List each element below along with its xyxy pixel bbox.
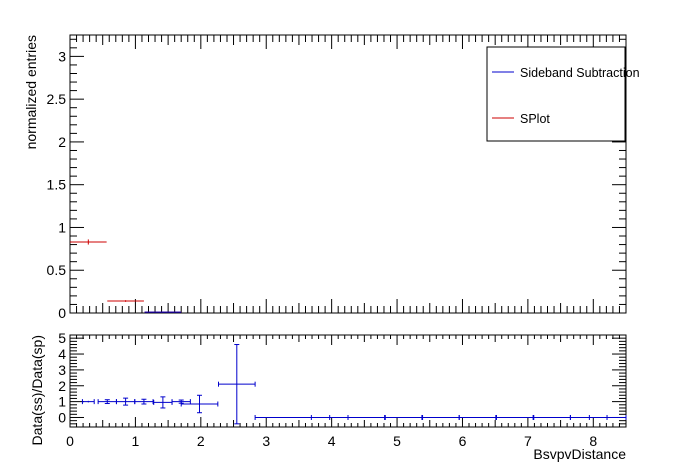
ratio-x-tick-label: 8 [589,433,597,449]
ratio-data-point [153,396,173,409]
ratio-data-point [115,397,136,406]
ratio-y-axis-label: Data(ss)/Data(sp) [29,335,45,445]
main-y-tick-label: 1.5 [47,177,67,193]
ratio-data-point [588,414,627,420]
ratio-data-point [97,399,117,405]
ratio-data-point [180,394,219,414]
main-data-point [144,311,182,313]
ratio-x-tick-label: 4 [328,433,336,449]
ratio-x-tick-label: 1 [132,433,140,449]
legend-box [486,46,626,142]
main-y-tick-label: 3 [58,48,66,64]
main-y-tick-label: 2 [58,134,66,150]
main-y-tick-label: 1 [58,219,66,235]
ratio-y-tick-label: 5 [58,330,66,346]
ratio-x-axis-label: BsvpvDistance [533,446,626,462]
legend-label: SPlot [520,112,550,126]
ratio-y-tick-label: 2 [58,378,66,394]
ratio-x-tick-label: 3 [262,433,270,449]
ratio-data-point [384,414,423,420]
ratio-y-tick-label: 1 [58,394,66,410]
ratio-x-tick-label: 5 [393,433,401,449]
ratio-data-point [81,399,95,405]
main-y-tick-label: 0 [58,305,66,321]
main-frame [69,34,627,314]
ratio-frame [69,334,627,428]
ratio-y-tick-label: 0 [58,409,66,425]
ratio-x-tick-label: 2 [197,433,205,449]
main-panel: 0 0.5 1 1.5 2 2.5 3 Sideband Subtraction SPlot [47,34,640,321]
ratio-x-tick-label: 7 [524,433,532,449]
ratio-y-tick-label: 3 [58,362,66,378]
main-y-tick-label: 2.5 [47,91,67,107]
legend-label: Sideband Subtraction [520,66,640,80]
main-data-point [70,239,107,245]
ratio-data-point [422,414,460,420]
legend: Sideband Subtraction SPlot [486,46,640,142]
ratio-data-point [134,398,154,405]
ratio-data-point [458,414,497,420]
ratio-data-point [217,344,256,425]
ratio-data-point [495,414,534,420]
main-y-axis-label: normalized entries [23,35,39,149]
main-data-point [107,300,144,302]
ratio-x-tick-label: 0 [66,433,74,449]
main-y-tick-label: 0.5 [47,262,67,278]
ratio-data-point [533,414,571,420]
ratio-y-tick-label: 4 [58,346,66,362]
ratio-x-tick-label: 6 [459,433,467,449]
ratio-data-point [347,414,386,420]
